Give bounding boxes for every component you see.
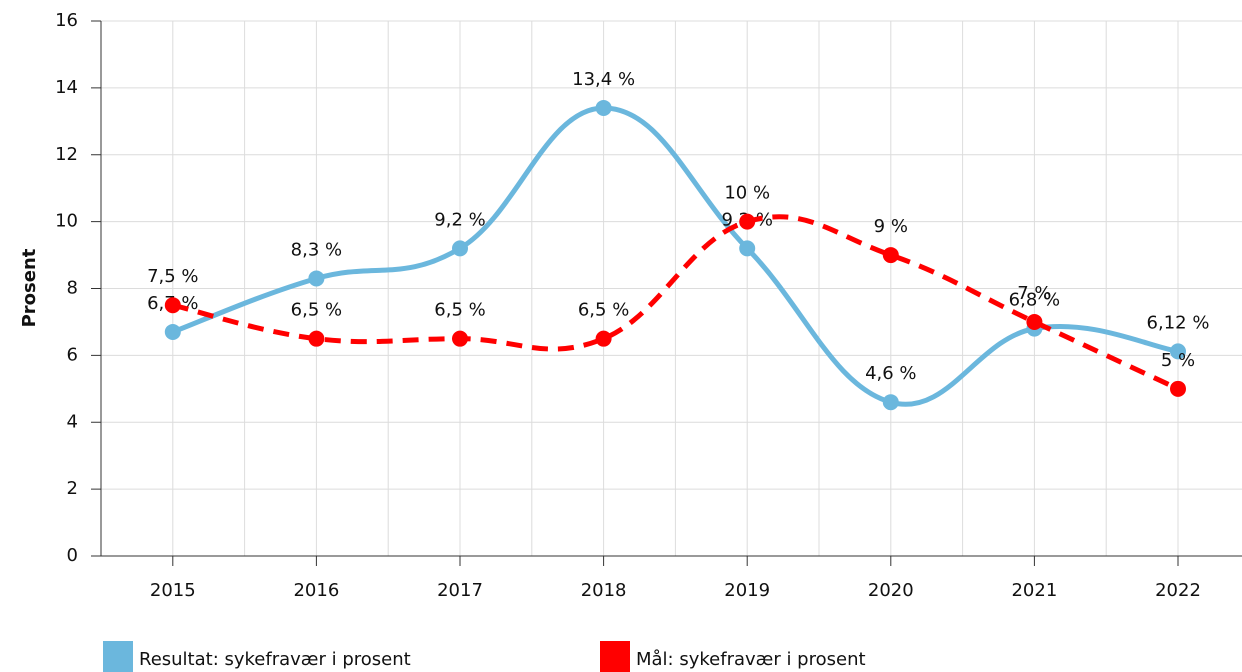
data-point (595, 99, 612, 116)
y-tick-label: 6 (67, 344, 78, 365)
x-tick-label: 2019 (724, 580, 770, 601)
y-tick-label: 2 (67, 478, 78, 499)
data-point (882, 247, 899, 264)
data-label: 6,5 % (291, 300, 342, 321)
x-tick-label: 2022 (1155, 580, 1201, 601)
data-label: 4,6 % (865, 363, 916, 384)
data-label: 6,12 % (1147, 312, 1210, 333)
x-tick-label: 2015 (150, 580, 196, 601)
data-point (739, 240, 756, 257)
data-point (1170, 343, 1186, 360)
data-point (1170, 380, 1186, 397)
data-label: 6,5 % (578, 300, 629, 321)
data-label: 10 % (724, 183, 770, 204)
data-label: 8,3 % (291, 239, 342, 260)
data-point (739, 213, 756, 230)
x-tick-label: 2016 (293, 580, 339, 601)
y-tick-label: 4 (67, 411, 78, 432)
data-point (452, 330, 468, 347)
data-label: 9 % (874, 216, 908, 237)
series-line (172, 214, 1180, 392)
y-tick-label: 16 (55, 10, 78, 31)
series-line (171, 105, 1179, 407)
data-label: 7,5 % (147, 266, 198, 287)
data-label: 9,2 % (434, 209, 485, 230)
x-tick-label: 2021 (1011, 580, 1057, 601)
y-tick-label: 14 (55, 77, 78, 98)
data-point (882, 394, 899, 411)
data-label: 13,4 % (572, 69, 635, 90)
y-tick-label: 10 (55, 211, 78, 232)
y-axis-label: Prosent (19, 248, 40, 327)
data-label: 6,5 % (434, 300, 485, 321)
data-point (1026, 313, 1043, 330)
data-point (595, 330, 612, 347)
x-tick-label: 2020 (868, 580, 914, 601)
legend-label: Mål: sykefravær i prosent (636, 649, 866, 670)
y-tick-label: 0 (67, 545, 78, 566)
data-point (164, 297, 181, 314)
data-point (308, 270, 325, 287)
legend-swatch (103, 641, 133, 672)
data-label: 6,8 % (1009, 290, 1060, 311)
legend-swatch (600, 641, 630, 672)
data-label: 7 % (1017, 283, 1051, 304)
x-tick-label: 2018 (581, 580, 627, 601)
legend-label: Resultat: sykefravær i prosent (139, 649, 411, 670)
data-point (308, 330, 325, 347)
data-point (452, 240, 468, 257)
x-tick-label: 2017 (437, 580, 483, 601)
y-tick-label: 12 (55, 144, 78, 165)
data-point (164, 323, 181, 340)
data-label: 5 % (1161, 350, 1195, 371)
y-tick-label: 8 (67, 278, 78, 299)
